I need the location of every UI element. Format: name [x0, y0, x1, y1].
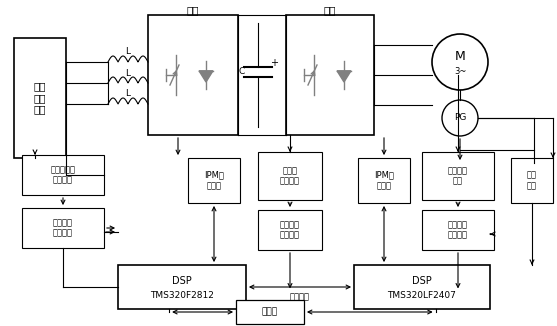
Text: L: L [125, 90, 130, 98]
Bar [511, 158, 553, 203]
Text: 交流侧电压
电流检测: 交流侧电压 电流检测 [51, 165, 76, 185]
Bar [258, 152, 322, 200]
Bar [422, 152, 494, 200]
Text: 直流侧
电压检测: 直流侧 电压检测 [280, 166, 300, 186]
Bar [354, 265, 490, 309]
Text: L: L [125, 48, 130, 56]
Text: 3~: 3~ [454, 67, 466, 77]
Text: 数据传输: 数据传输 [290, 292, 310, 302]
Text: PG: PG [454, 113, 466, 123]
Text: TMS320F2812: TMS320F2812 [150, 290, 214, 300]
Text: 逆变: 逆变 [324, 5, 336, 15]
Text: 信号采样
调理电路: 信号采样 调理电路 [448, 220, 468, 240]
Text: L: L [125, 68, 130, 78]
Polygon shape [337, 71, 351, 82]
Bar [22, 208, 104, 248]
Text: IPM驱
动电路: IPM驱 动电路 [374, 171, 394, 190]
Text: C: C [239, 67, 245, 77]
Bar [258, 210, 322, 250]
Bar [22, 155, 104, 195]
Bar [236, 300, 304, 324]
Bar [14, 38, 66, 158]
Text: 信号采样
调理电路: 信号采样 调理电路 [53, 218, 73, 238]
Text: 整流: 整流 [187, 5, 199, 15]
Text: DSP: DSP [172, 276, 192, 286]
Bar [188, 158, 240, 203]
Text: DSP: DSP [412, 276, 432, 286]
Bar [358, 158, 410, 203]
Text: IPM驱
动电路: IPM驱 动电路 [204, 171, 224, 190]
Bar [422, 210, 494, 250]
Text: +: + [270, 58, 278, 68]
Text: 上位机: 上位机 [262, 307, 278, 317]
Text: M: M [455, 51, 466, 64]
Bar [118, 265, 246, 309]
Bar [286, 15, 374, 135]
Text: 转速
采样: 转速 采样 [527, 171, 537, 190]
Text: TMS320LF2407: TMS320LF2407 [388, 290, 456, 300]
Polygon shape [199, 71, 213, 82]
Text: 定子电流
检测: 定子电流 检测 [448, 166, 468, 186]
Text: 三相
交流
电源: 三相 交流 电源 [34, 82, 46, 115]
Bar [148, 15, 238, 135]
Text: 信号采样
调理电路: 信号采样 调理电路 [280, 220, 300, 240]
